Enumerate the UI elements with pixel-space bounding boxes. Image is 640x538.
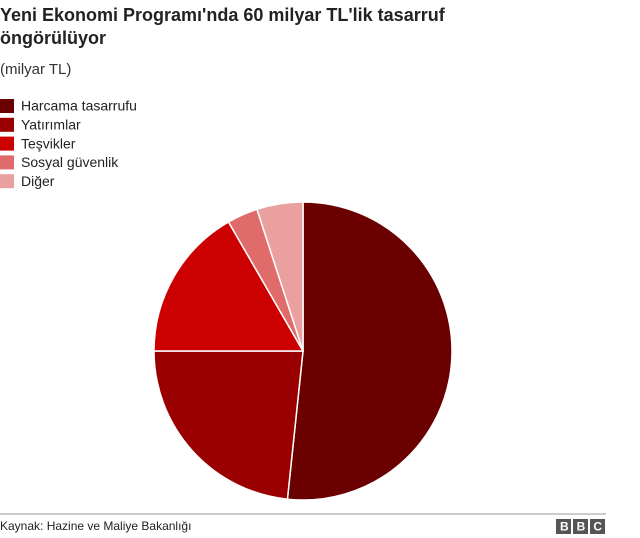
pie-slice <box>153 220 305 352</box>
legend-label: Sosyal güvenlik <box>21 154 119 170</box>
logo-box <box>556 519 571 534</box>
legend-swatch <box>0 117 14 132</box>
logo: BBC <box>556 519 610 534</box>
legend-label: Diğer <box>21 173 55 189</box>
logo-box <box>573 519 588 534</box>
legend-label: Teşvikler <box>21 135 76 151</box>
logo-box <box>590 519 605 534</box>
legend-swatch <box>0 99 14 113</box>
legend-label: Harcama tasarrufu <box>21 98 137 114</box>
legend-swatch <box>0 155 14 170</box>
legend-label: Yatırımlar <box>21 117 81 133</box>
legend-swatch <box>0 174 14 189</box>
legend-swatch <box>0 136 14 151</box>
pie-slice <box>256 201 304 352</box>
logo-text: BBC <box>560 520 610 534</box>
chart-subtitle: (milyar TL) <box>0 61 72 78</box>
pie-slice <box>153 350 304 501</box>
pie-slice <box>286 201 453 501</box>
source: Kaynak: Hazine ve Maliye Bakanlığı <box>0 519 191 533</box>
chart-title: Yeni Ekonomi Programı'nda 60 milyar TL'l… <box>0 5 445 48</box>
